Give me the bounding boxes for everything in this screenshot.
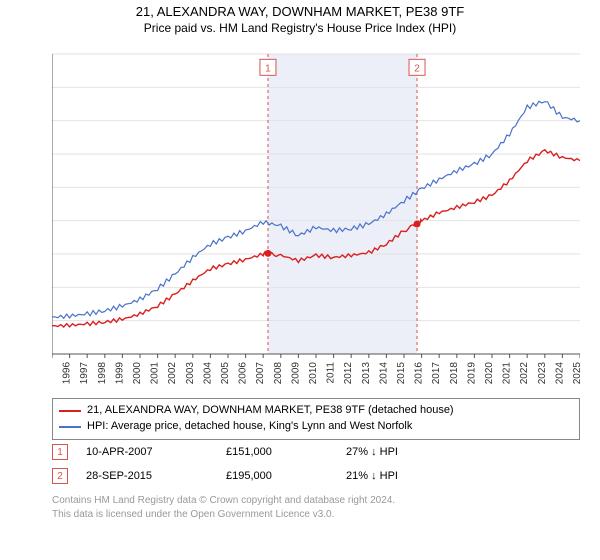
table-row: 2 28-SEP-2015 £195,000 21% ↓ HPI — [52, 464, 580, 488]
table-row: 1 10-APR-2007 £151,000 27% ↓ HPI — [52, 440, 580, 464]
svg-text:2008: 2008 — [273, 362, 284, 385]
legend-row-property: 21, ALEXANDRA WAY, DOWNHAM MARKET, PE38 … — [59, 403, 573, 419]
svg-text:2014: 2014 — [378, 362, 389, 385]
svg-text:1: 1 — [265, 63, 271, 74]
legend-label-property: 21, ALEXANDRA WAY, DOWNHAM MARKET, PE38 … — [87, 403, 454, 419]
chart-svg: £0£50K£100K£150K£200K£250K£300K£350K£400… — [52, 48, 580, 388]
price-chart: £0£50K£100K£150K£200K£250K£300K£350K£400… — [52, 48, 580, 388]
svg-text:2010: 2010 — [308, 362, 319, 385]
svg-text:2017: 2017 — [431, 362, 442, 385]
svg-text:2005: 2005 — [220, 362, 231, 385]
svg-text:2024: 2024 — [554, 362, 565, 385]
sales-table: 1 10-APR-2007 £151,000 27% ↓ HPI 2 28-SE… — [52, 440, 580, 488]
title-address: 21, ALEXANDRA WAY, DOWNHAM MARKET, PE38 … — [0, 4, 600, 19]
sale-price: £195,000 — [226, 470, 346, 482]
svg-text:2007: 2007 — [255, 362, 266, 385]
svg-text:2001: 2001 — [150, 362, 161, 385]
svg-text:2002: 2002 — [167, 362, 178, 385]
svg-text:2023: 2023 — [537, 362, 548, 385]
svg-text:1999: 1999 — [114, 362, 125, 385]
chart-titles: 21, ALEXANDRA WAY, DOWNHAM MARKET, PE38 … — [0, 0, 600, 35]
svg-text:2: 2 — [414, 63, 420, 74]
sale-delta: 27% ↓ HPI — [346, 446, 486, 458]
sale-marker-1: 1 — [52, 444, 68, 460]
sale-marker-2: 2 — [52, 468, 68, 484]
sale-delta: 21% ↓ HPI — [346, 470, 486, 482]
sale-date: 28-SEP-2015 — [86, 470, 226, 482]
sale-date: 10-APR-2007 — [86, 446, 226, 458]
footer: Contains HM Land Registry data © Crown c… — [52, 494, 580, 521]
svg-text:2022: 2022 — [519, 362, 530, 385]
svg-text:1995: 1995 — [52, 362, 55, 385]
title-subtitle: Price paid vs. HM Land Registry's House … — [0, 21, 600, 35]
svg-text:2006: 2006 — [238, 362, 249, 385]
footer-copyright: Contains HM Land Registry data © Crown c… — [52, 494, 580, 508]
svg-text:2011: 2011 — [326, 362, 337, 384]
svg-text:2021: 2021 — [502, 362, 513, 385]
svg-text:1996: 1996 — [62, 362, 73, 385]
svg-text:2013: 2013 — [361, 362, 372, 385]
svg-text:2020: 2020 — [484, 362, 495, 385]
svg-text:1998: 1998 — [97, 362, 108, 385]
legend-row-hpi: HPI: Average price, detached house, King… — [59, 419, 573, 435]
svg-text:2012: 2012 — [343, 362, 354, 385]
svg-text:2009: 2009 — [290, 362, 301, 385]
svg-text:2016: 2016 — [414, 362, 425, 385]
svg-text:2019: 2019 — [466, 362, 477, 385]
legend-swatch-property — [59, 410, 81, 412]
sale-price: £151,000 — [226, 446, 346, 458]
svg-text:2004: 2004 — [202, 362, 213, 385]
footer-licence: This data is licensed under the Open Gov… — [52, 508, 580, 522]
legend: 21, ALEXANDRA WAY, DOWNHAM MARKET, PE38 … — [52, 398, 580, 440]
svg-text:2025: 2025 — [572, 362, 580, 385]
svg-text:1997: 1997 — [79, 362, 90, 385]
svg-text:2018: 2018 — [449, 362, 460, 385]
legend-label-hpi: HPI: Average price, detached house, King… — [87, 419, 412, 435]
svg-text:2003: 2003 — [185, 362, 196, 385]
svg-text:2015: 2015 — [396, 362, 407, 385]
svg-text:2000: 2000 — [132, 362, 143, 385]
legend-swatch-hpi — [59, 426, 81, 428]
